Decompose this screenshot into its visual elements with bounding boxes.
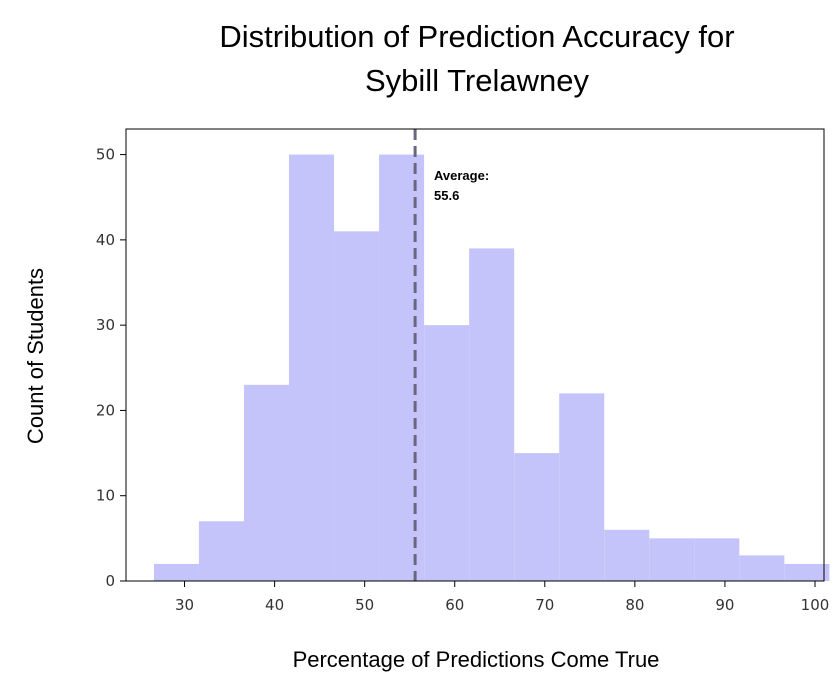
histogram-bar — [289, 154, 335, 581]
y-axis-ticks: 0 10 20 30 40 50 — [96, 146, 126, 590]
x-tick-label: 70 — [535, 596, 554, 614]
x-axis-label: Percentage of Predictions Come True — [293, 647, 660, 672]
x-tick-label: 40 — [265, 596, 284, 614]
histogram-bar — [469, 248, 515, 581]
average-annotation-value: 55.6 — [434, 188, 459, 203]
x-tick-label: 100 — [801, 596, 830, 614]
plot-frame — [125, 128, 825, 582]
y-tick-label: 0 — [105, 572, 115, 590]
histogram-bar — [649, 538, 695, 581]
x-tick-label: 50 — [355, 596, 374, 614]
histogram-bar — [153, 563, 199, 581]
histogram-bar — [379, 154, 425, 581]
histogram-bar — [514, 453, 560, 581]
x-tick-label: 90 — [715, 596, 734, 614]
x-tick-label: 60 — [445, 596, 464, 614]
y-tick-label: 20 — [96, 401, 115, 419]
x-tick-label: 30 — [175, 596, 194, 614]
histogram-bar — [334, 231, 380, 581]
histogram-bar — [739, 555, 785, 581]
histogram-bar — [198, 521, 244, 581]
histogram-bars — [153, 154, 830, 581]
histogram-bar — [559, 393, 605, 581]
chart-title-line1: Distribution of Prediction Accuracy for — [219, 19, 734, 54]
y-axis-label: Count of Students — [23, 268, 48, 444]
y-tick-label: 30 — [96, 316, 115, 334]
histogram-bar — [243, 384, 290, 581]
histogram-bar — [694, 538, 740, 581]
chart-title-line2: Sybill Trelawney — [365, 63, 589, 98]
x-tick-label: 80 — [625, 596, 644, 614]
histogram-bar — [424, 325, 470, 581]
histogram-bar — [784, 563, 830, 581]
y-tick-label: 40 — [96, 231, 115, 249]
y-tick-label: 50 — [96, 146, 115, 164]
histogram-bar — [604, 529, 650, 581]
average-annotation-label: Average: — [434, 168, 489, 183]
x-axis-ticks: 30 40 50 60 70 80 90 100 — [175, 581, 829, 614]
y-tick-label: 10 — [96, 487, 115, 505]
